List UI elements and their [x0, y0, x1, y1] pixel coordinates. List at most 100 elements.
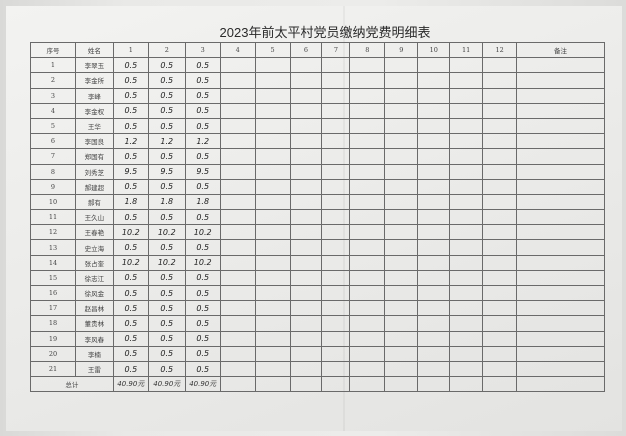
- month-amount: 0.5: [147, 345, 186, 362]
- empty-cell: [482, 239, 518, 256]
- empty-cell: [449, 178, 484, 195]
- empty-cell: [516, 330, 605, 347]
- empty-cell: [349, 178, 386, 195]
- month-amount: 0.5: [112, 178, 149, 195]
- month-amount: 0.5: [184, 57, 221, 74]
- row-number: 13: [30, 239, 76, 256]
- empty-cell: [417, 360, 451, 378]
- empty-cell: [417, 133, 451, 150]
- month-amount: 0.5: [184, 300, 221, 317]
- empty-cell: [449, 315, 484, 332]
- month-amount: 0.5: [112, 87, 149, 104]
- empty-cell: [516, 148, 605, 165]
- empty-cell: [321, 330, 351, 347]
- month-amount: 0.5: [147, 269, 186, 287]
- empty-cell: [516, 300, 605, 317]
- member-name: 郝建超: [74, 178, 114, 195]
- empty-cell: [384, 87, 419, 104]
- table-row: 21 王雷 0.5 0.5 0.5: [30, 360, 605, 378]
- member-name: 徐志江: [74, 269, 114, 287]
- column-header: 12: [482, 41, 518, 59]
- empty-cell: [321, 284, 351, 302]
- empty-cell: [219, 300, 256, 317]
- empty-cell: [321, 376, 351, 393]
- empty-cell: [254, 133, 291, 150]
- member-name: 史立海: [74, 239, 114, 256]
- empty-cell: [219, 209, 256, 226]
- empty-cell: [321, 254, 351, 271]
- dues-table: 序号 姓名 1 2 3 4 5 6 7 8 9 10 11 12 备注 1 李翠玉 0.5 0.5 0.5 2 李金所 0…: [30, 41, 605, 393]
- empty-cell: [321, 72, 351, 89]
- member-name: 王春艳: [74, 224, 114, 241]
- empty-cell: [482, 224, 518, 241]
- month-amount: 10.2: [184, 254, 221, 271]
- empty-cell: [417, 87, 451, 104]
- empty-cell: [289, 72, 323, 89]
- empty-cell: [482, 300, 518, 317]
- row-number: 4: [30, 102, 76, 119]
- empty-cell: [482, 148, 518, 165]
- month-amount: 0.5: [112, 360, 149, 378]
- month-amount: 1.2: [184, 133, 221, 150]
- empty-cell: [219, 72, 256, 89]
- month-amount: 10.2: [112, 224, 149, 241]
- empty-cell: [321, 102, 351, 119]
- empty-cell: [321, 269, 351, 287]
- empty-cell: [417, 57, 451, 74]
- empty-cell: [219, 224, 256, 241]
- empty-cell: [516, 345, 605, 362]
- empty-cell: [349, 284, 386, 302]
- empty-cell: [417, 376, 451, 393]
- empty-cell: [289, 148, 323, 165]
- empty-cell: [219, 148, 256, 165]
- empty-cell: [289, 87, 323, 104]
- month-amount: 0.5: [184, 148, 221, 165]
- empty-cell: [349, 300, 386, 317]
- empty-cell: [417, 345, 451, 362]
- empty-cell: [449, 163, 484, 180]
- month-total: 40.90元: [112, 376, 149, 393]
- empty-cell: [321, 133, 351, 150]
- empty-cell: [349, 209, 386, 226]
- empty-cell: [449, 102, 484, 119]
- month-total: 40.90元: [147, 376, 186, 393]
- table-row: 18 董贵林 0.5 0.5 0.5: [30, 315, 605, 332]
- month-total: 40.90元: [184, 376, 221, 393]
- empty-cell: [289, 178, 323, 195]
- empty-cell: [349, 102, 386, 119]
- column-header: 11: [449, 41, 484, 59]
- document-title: 2023年前太平村党员缴纳党费明细表: [219, 25, 431, 40]
- empty-cell: [321, 193, 351, 211]
- empty-cell: [349, 87, 386, 104]
- table-row: 16 徐风金 0.5 0.5 0.5: [30, 284, 605, 302]
- table-row: 8 刘秀芝 9.5 9.5 9.5: [30, 163, 605, 180]
- empty-cell: [289, 209, 323, 226]
- empty-cell: [289, 224, 323, 241]
- empty-cell: [219, 360, 256, 378]
- empty-cell: [417, 224, 451, 241]
- month-amount: 0.5: [147, 315, 186, 332]
- empty-cell: [384, 254, 419, 271]
- empty-cell: [417, 330, 451, 347]
- table-row: 20 李楠 0.5 0.5 0.5: [30, 345, 605, 362]
- empty-cell: [219, 315, 256, 332]
- table-row: 12 王春艳 10.2 10.2 10.2: [30, 224, 605, 241]
- month-amount: 9.5: [112, 163, 149, 180]
- total-label: 总计: [30, 376, 114, 393]
- month-amount: 0.5: [112, 269, 149, 287]
- empty-cell: [384, 148, 419, 165]
- month-amount: 0.5: [112, 300, 149, 317]
- empty-cell: [254, 376, 291, 393]
- row-number: 10: [30, 193, 76, 211]
- empty-cell: [219, 284, 256, 302]
- empty-cell: [254, 72, 291, 89]
- empty-cell: [449, 330, 484, 347]
- row-number: 2: [30, 72, 76, 89]
- empty-cell: [516, 87, 605, 104]
- empty-cell: [349, 239, 386, 256]
- month-amount: 0.5: [147, 57, 186, 74]
- empty-cell: [289, 360, 323, 378]
- empty-cell: [349, 224, 386, 241]
- month-amount: 9.5: [184, 163, 221, 180]
- row-number: 11: [30, 209, 76, 226]
